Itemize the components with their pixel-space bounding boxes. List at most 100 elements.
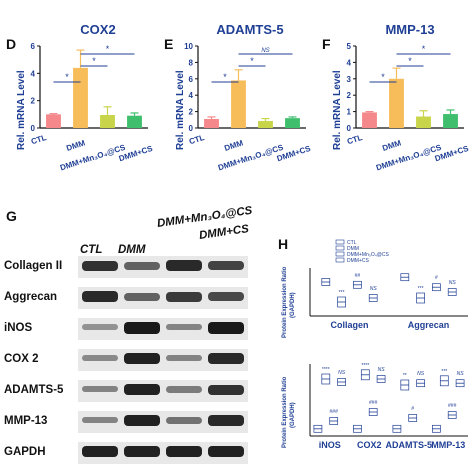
significance-label: ** bbox=[403, 373, 407, 379]
y-tick-label: 5 bbox=[347, 42, 352, 51]
wb-strip bbox=[78, 287, 248, 309]
significance-label: *** bbox=[339, 290, 345, 296]
category-label: MMP-13 bbox=[431, 440, 465, 450]
significance-label: ### bbox=[369, 400, 378, 406]
y-tick-label: 4 bbox=[347, 58, 352, 67]
y-tick-label: 4 bbox=[189, 91, 194, 100]
y-tick-label: 2 bbox=[189, 108, 194, 117]
category-label: DMM bbox=[223, 138, 244, 153]
significance-label: *** bbox=[441, 369, 447, 375]
wb-strip bbox=[78, 380, 248, 402]
legend-swatch bbox=[335, 239, 345, 245]
category-label: Collagen bbox=[330, 320, 368, 330]
y-tick-label: 0 bbox=[31, 124, 36, 133]
wb-strip bbox=[78, 349, 248, 371]
significance-label: **** bbox=[322, 367, 330, 373]
panel-letter-h: H bbox=[278, 236, 289, 252]
wb-row-label: iNOS bbox=[4, 322, 33, 334]
bar bbox=[389, 78, 404, 128]
significance-label: # bbox=[435, 275, 438, 281]
bar bbox=[73, 67, 88, 128]
significance-label: NS bbox=[449, 280, 457, 286]
wb-band bbox=[124, 384, 160, 396]
y-axis-label-h-bottom: Protein Expression Ratio bbox=[282, 376, 288, 448]
significance-label: # bbox=[411, 406, 414, 412]
panel-letter-e: E bbox=[164, 36, 174, 52]
y-tick-label: 2 bbox=[31, 97, 36, 106]
chart-title-adamts5: ADAMTS-5 bbox=[216, 22, 284, 37]
panel-letter-g: G bbox=[6, 208, 17, 224]
wb-row-label: COX 2 bbox=[4, 353, 39, 365]
category-label: CTL bbox=[188, 133, 206, 146]
significance-label: **** bbox=[361, 363, 369, 369]
wb-band bbox=[208, 322, 244, 334]
significance-label: * bbox=[422, 44, 426, 54]
y-tick-label: 0 bbox=[347, 124, 352, 133]
legend-swatch bbox=[335, 257, 345, 263]
significance-label: NS bbox=[338, 370, 346, 376]
wb-band bbox=[82, 446, 118, 458]
significance-label: ## bbox=[355, 273, 361, 279]
y-tick-label: 8 bbox=[189, 58, 194, 67]
wb-band bbox=[208, 260, 244, 271]
wb-band bbox=[208, 446, 244, 458]
wb-band bbox=[124, 292, 160, 301]
bar bbox=[231, 80, 246, 128]
wb-band bbox=[208, 415, 244, 427]
wb-strip bbox=[78, 442, 248, 464]
protein-chart-catabolic: **** ### NS iNOS **** ### NS COX2 ** # NS ADAMTS-5 *… bbox=[309, 363, 468, 450]
bar bbox=[443, 114, 458, 128]
significance-label: ### bbox=[330, 409, 339, 415]
legend-label: DMM bbox=[347, 246, 359, 252]
significance-label: * bbox=[106, 44, 110, 54]
significance-label: NS bbox=[370, 286, 378, 292]
y-tick-label: 6 bbox=[31, 42, 36, 51]
wb-band bbox=[166, 291, 202, 302]
legend-label: DMM+CS bbox=[347, 258, 369, 264]
significance-label: * bbox=[92, 56, 96, 66]
wb-band bbox=[124, 261, 160, 270]
wb-band bbox=[166, 324, 202, 331]
significance-label: ### bbox=[448, 403, 457, 409]
significance-label: NS bbox=[417, 371, 425, 377]
wb-band bbox=[166, 416, 202, 424]
y-tick-label: 0 bbox=[189, 124, 194, 133]
wb-band bbox=[208, 384, 244, 395]
category-label: Aggrecan bbox=[408, 320, 450, 330]
bar bbox=[46, 114, 61, 128]
wb-band bbox=[82, 355, 118, 362]
significance-label: NS bbox=[378, 367, 386, 373]
significance-label: * bbox=[381, 72, 385, 82]
category-label: iNOS bbox=[319, 440, 341, 450]
wb-band bbox=[82, 291, 118, 303]
panel-letter-d: D bbox=[6, 36, 17, 52]
wb-header-cs: DMM+CS bbox=[198, 223, 250, 242]
wb-row-label: MMP-13 bbox=[4, 415, 48, 427]
category-label: CTL bbox=[346, 133, 364, 146]
chart-title-cox2: COX2 bbox=[80, 22, 116, 37]
wb-band bbox=[124, 446, 160, 458]
legend-swatch bbox=[335, 245, 345, 251]
wb-row-label: Collagen II bbox=[4, 260, 63, 272]
y-tick-label: 4 bbox=[31, 69, 36, 78]
wb-header-dmm: DMM bbox=[118, 244, 146, 256]
chart-title-mmp13: MMP-13 bbox=[385, 22, 435, 37]
legend-swatch bbox=[335, 251, 345, 257]
wb-band bbox=[82, 386, 118, 393]
panel-letter-f: F bbox=[322, 36, 331, 52]
y-tick-label: 1 bbox=[347, 108, 352, 117]
significance-label: *** bbox=[418, 286, 424, 292]
wb-band bbox=[124, 353, 160, 365]
significance-label: * bbox=[65, 72, 69, 82]
wb-band bbox=[208, 292, 244, 302]
bar bbox=[204, 118, 219, 128]
bar bbox=[258, 121, 273, 128]
significance-label: NS bbox=[457, 371, 465, 377]
wb-row-label: GAPDH bbox=[4, 446, 46, 458]
wb-strip bbox=[78, 318, 248, 340]
category-label: CTL bbox=[30, 133, 48, 146]
bar bbox=[100, 115, 115, 128]
